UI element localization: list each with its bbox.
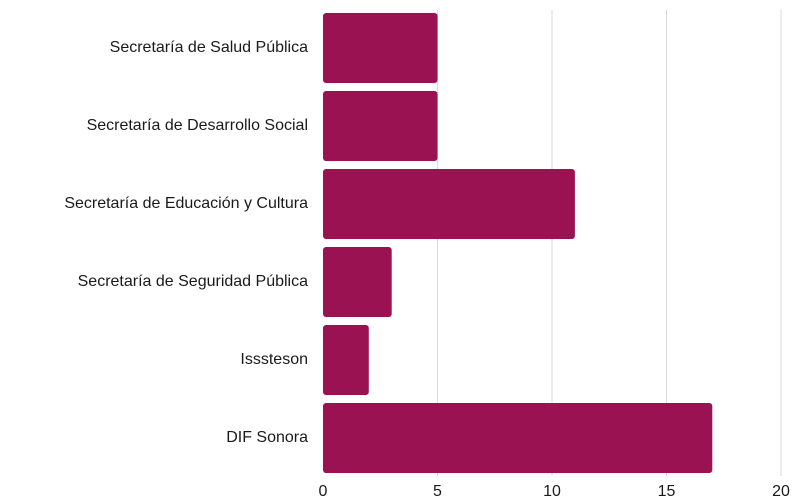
category-labels: Secretaría de Salud Pública Secretaría de…: [64, 39, 308, 446]
bar-5: [323, 403, 713, 473]
category-label: Secretaría de Educación y Cultura: [64, 195, 308, 212]
category-label: Secretaría de Salud Pública: [110, 39, 308, 56]
category-label: Secretaría de Desarrollo Social: [87, 117, 308, 134]
category-label: DIF Sonora: [226, 429, 308, 446]
x-axis-tick-labels: 0 5 10 15 20: [319, 483, 790, 500]
bar-0: [323, 13, 438, 83]
bar-3: [323, 247, 392, 317]
category-label: Isssteson: [240, 351, 308, 368]
bar-4: [323, 325, 369, 395]
bars: [323, 13, 713, 473]
x-tick-label: 0: [319, 483, 328, 500]
x-tick-label: 15: [658, 483, 676, 500]
bar-1: [323, 91, 438, 161]
category-label: Secretaría de Seguridad Pública: [78, 273, 308, 290]
bar-2: [323, 169, 575, 239]
x-tick-label: 5: [433, 483, 442, 500]
x-tick-label: 20: [772, 483, 790, 500]
gridlines: [437, 10, 782, 476]
x-tick-label: 10: [543, 483, 561, 500]
